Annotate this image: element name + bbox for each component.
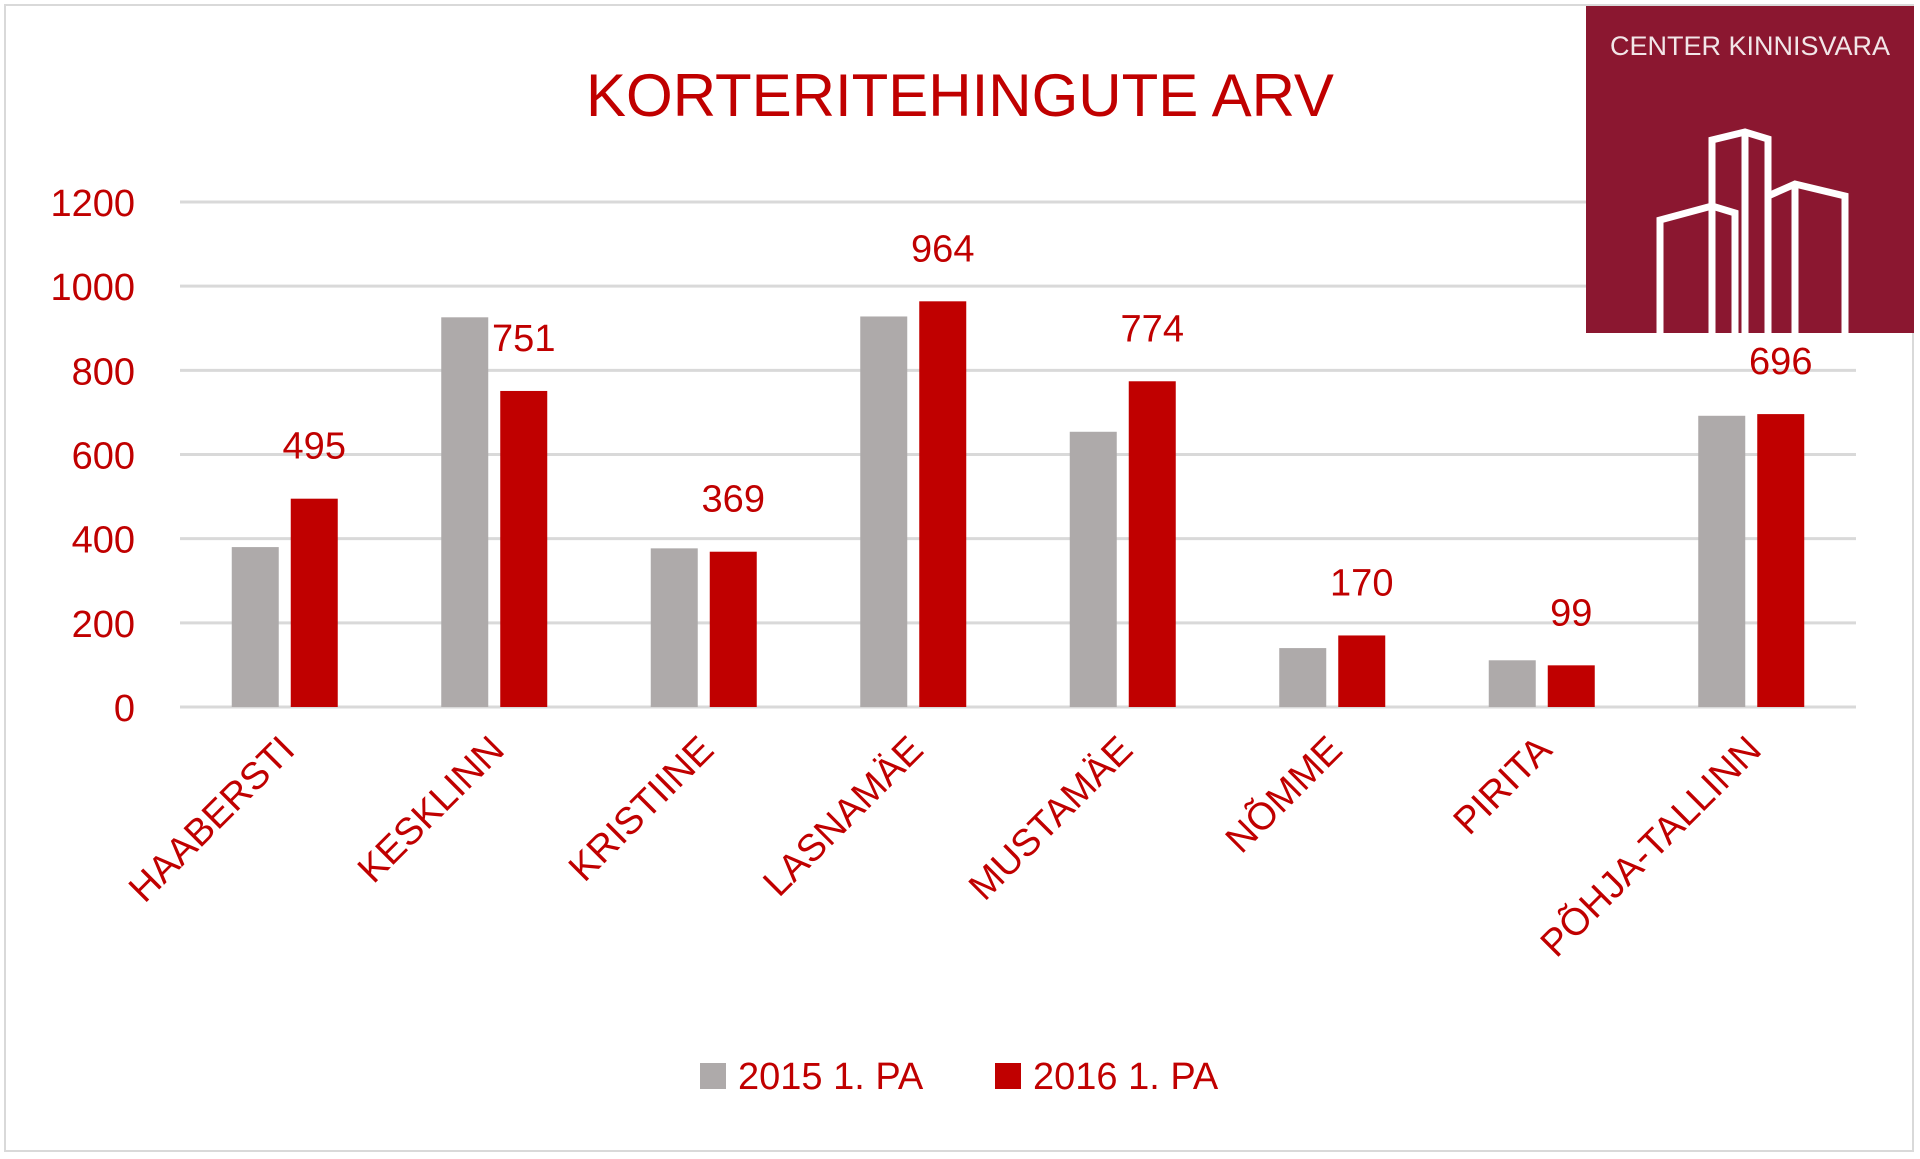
data-label: 774 xyxy=(1121,308,1184,350)
x-tick-label: LASNAMÄE xyxy=(756,729,932,905)
logo-background xyxy=(1586,6,1914,333)
bar-2016 xyxy=(500,390,548,707)
y-tick-label: 0 xyxy=(114,688,135,730)
x-tick-label: HAABERSTI xyxy=(121,729,303,911)
logo: CENTER KINNISVARA xyxy=(1586,6,1914,333)
bar-2015 xyxy=(860,316,908,707)
x-tick-label: KRISTIINE xyxy=(561,729,722,890)
legend-label: 2016 1. PA xyxy=(1033,1056,1219,1098)
legend-swatch xyxy=(700,1063,726,1089)
bar-2015 xyxy=(1279,648,1327,707)
x-tick-label: KESKLINN xyxy=(350,729,513,892)
x-tick-label: MUSTAMÄE xyxy=(961,729,1141,909)
y-tick-label: 800 xyxy=(72,351,135,393)
y-tick-label: 600 xyxy=(72,436,135,478)
legend-swatch xyxy=(995,1063,1021,1089)
bar-2016 xyxy=(919,301,967,707)
bar-2015 xyxy=(1069,431,1117,707)
data-label: 751 xyxy=(492,318,555,360)
legend-item: 2015 1. PA xyxy=(700,1056,924,1098)
x-tick-label: PÕHJA-TALLINN xyxy=(1531,727,1769,965)
bar-2016 xyxy=(1547,665,1595,707)
bar-2015 xyxy=(1698,415,1746,707)
data-label: 369 xyxy=(702,479,765,521)
data-label: 495 xyxy=(283,426,346,468)
data-label: 964 xyxy=(911,228,974,270)
bar-2016 xyxy=(1128,381,1176,707)
data-label: 696 xyxy=(1749,341,1812,383)
legend-item: 2016 1. PA xyxy=(995,1056,1219,1098)
logo-text: CENTER KINNISVARA xyxy=(1610,31,1890,61)
y-tick-label: 1200 xyxy=(50,183,135,225)
y-tick-label: 1000 xyxy=(50,267,135,309)
bar-2016 xyxy=(1338,635,1386,707)
data-label: 170 xyxy=(1330,562,1393,604)
chart-frame xyxy=(4,4,1914,1152)
bar-2015 xyxy=(231,547,279,707)
data-label: 99 xyxy=(1550,592,1592,634)
x-tick-label: PIRITA xyxy=(1446,728,1561,843)
bar-2016 xyxy=(709,551,757,707)
bar-2016 xyxy=(1757,414,1805,707)
legend-label: 2015 1. PA xyxy=(738,1056,924,1098)
bar-2015 xyxy=(1488,660,1536,707)
y-tick-label: 400 xyxy=(72,520,135,562)
chart-title: KORTERITEHINGUTE ARV xyxy=(586,62,1334,129)
bar-2016 xyxy=(290,498,338,707)
bar-2015 xyxy=(441,317,489,707)
buildings-icon xyxy=(1656,128,1849,333)
bar-2015 xyxy=(650,548,698,707)
x-tick-label: NÕMME xyxy=(1217,727,1351,861)
y-tick-label: 200 xyxy=(72,604,135,646)
